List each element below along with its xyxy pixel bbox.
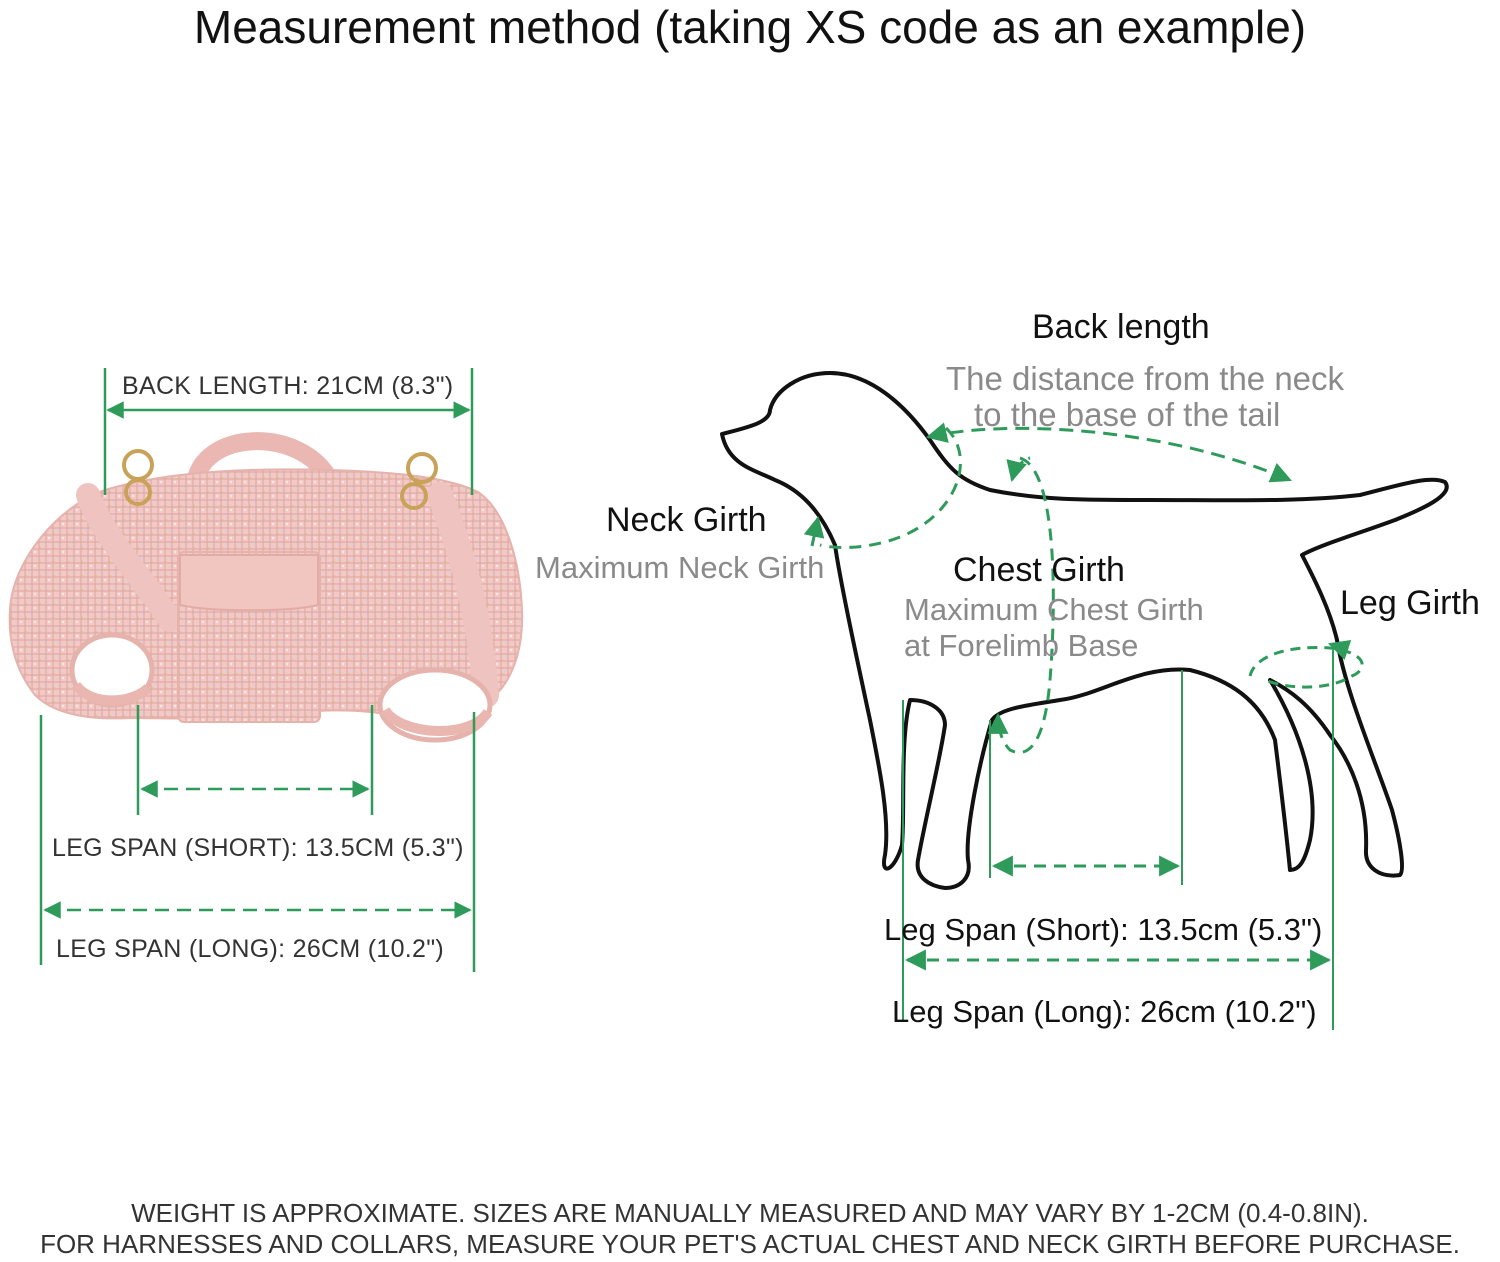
chest-girth-title: Chest Girth [953, 551, 1125, 589]
back-length-title: Back length [1032, 308, 1210, 346]
neck-girth-desc: Maximum Neck Girth [535, 550, 825, 585]
harness-illustration [8, 432, 524, 743]
page-title: Measurement method (taking XS code as an… [193, 1, 1307, 53]
back-length-desc-2: to the base of the tail [974, 396, 1281, 433]
leg-girth-title: Leg Girth [1340, 584, 1480, 622]
footer-line-2: FOR HARNESSES AND COLLARS, MEASURE YOUR … [40, 1229, 1460, 1259]
harness-back-length-label: BACK LENGTH: 21CM (8.3") [122, 372, 454, 400]
dog-leg-span-short-label: Leg Span (Short): 13.5cm (5.3") [884, 912, 1323, 947]
back-length-desc-1: The distance from the neck [946, 360, 1345, 397]
dog-measurements [803, 422, 1364, 1030]
harness-leg-span-short-label: LEG SPAN (SHORT): 13.5CM (5.3") [52, 834, 464, 862]
harness-measurements [39, 368, 476, 972]
dog-leg-span-long-label: Leg Span (Long): 26cm (10.2") [892, 994, 1317, 1029]
neck-girth-title: Neck Girth [606, 501, 767, 539]
footer-line-1: WEIGHT IS APPROXIMATE. SIZES ARE MANUALL… [131, 1198, 1369, 1228]
chest-girth-desc-1: Maximum Chest Girth [904, 592, 1204, 627]
harness-leg-span-long-label: LEG SPAN (LONG): 26CM (10.2") [56, 935, 445, 963]
chest-girth-desc-2: at Forelimb Base [904, 628, 1139, 663]
